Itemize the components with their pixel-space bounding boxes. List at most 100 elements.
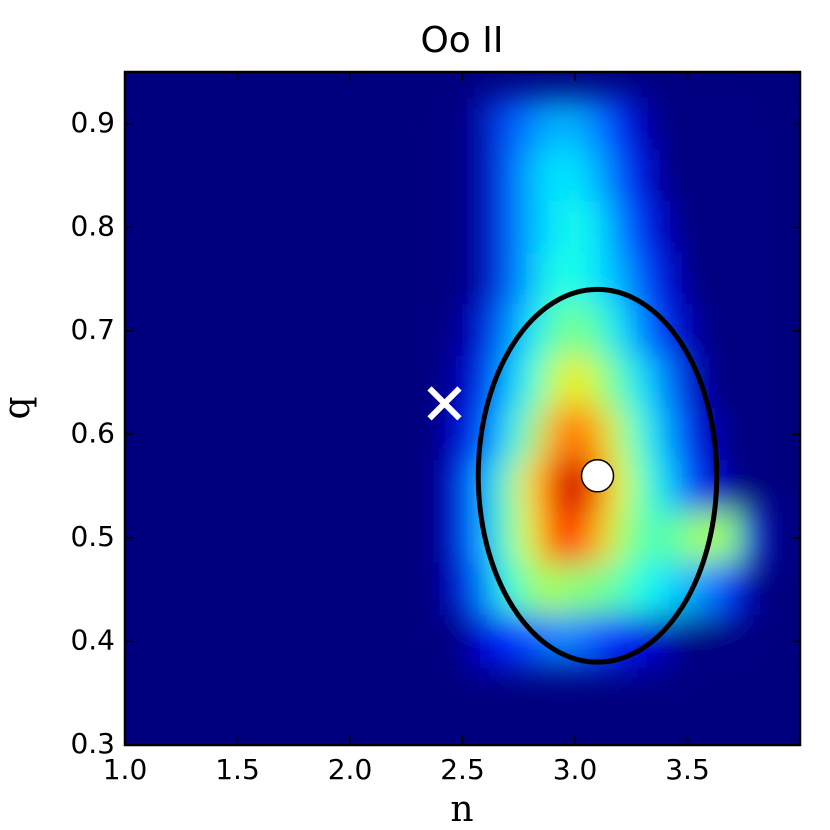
- heat-cell: [743, 252, 767, 306]
- heat-cell: [608, 408, 632, 461]
- heat-cell: [428, 459, 452, 513]
- heat-cell: [563, 563, 587, 617]
- x-tick-label: 2.5: [440, 753, 485, 786]
- heat-cell: [630, 304, 655, 358]
- heat-cell: [563, 511, 587, 565]
- heat-cell: [698, 615, 722, 668]
- heat-cell: [428, 408, 452, 461]
- heat-cell: [473, 252, 497, 306]
- heat-cell: [428, 97, 452, 151]
- y-tick-label: 0.4: [70, 623, 115, 656]
- x-tick-label: 2.0: [328, 753, 373, 786]
- heat-cell: [540, 149, 565, 202]
- heat-cell: [518, 252, 542, 306]
- heat-cell: [653, 511, 677, 565]
- heat-cell: [743, 615, 767, 668]
- heat-cell: [630, 511, 655, 565]
- heat-cell: [698, 304, 722, 358]
- heat-cell: [473, 149, 497, 202]
- heat-cell: [720, 563, 745, 617]
- heat-cell: [540, 459, 565, 513]
- heat-cell: [675, 459, 700, 513]
- heat-cell: [563, 304, 587, 358]
- heat-cell: [653, 459, 677, 513]
- heat-cell: [608, 459, 632, 513]
- heat-cell: [450, 356, 475, 409]
- heat-cell: [675, 511, 700, 565]
- heat-cell: [495, 511, 520, 565]
- x-tick-label: 3.0: [553, 753, 598, 786]
- x-tick-label: 1.5: [215, 753, 260, 786]
- heat-cell: [720, 459, 745, 513]
- heat-cell: [495, 149, 520, 202]
- heat-cell: [518, 459, 542, 513]
- heat-cell: [743, 200, 767, 254]
- heat-cell: [518, 408, 542, 461]
- heat-cell: [518, 149, 542, 202]
- heat-cell: [585, 615, 610, 668]
- heat-cell: [428, 304, 452, 358]
- heat-cell: [585, 563, 610, 617]
- heat-cell: [540, 356, 565, 409]
- heat-cell: [720, 408, 745, 461]
- heat-cell: [720, 252, 745, 306]
- heat-cell: [473, 615, 497, 668]
- heat-cell: [630, 252, 655, 306]
- heat-cell: [450, 252, 475, 306]
- heat-cell: [495, 615, 520, 668]
- heat-cell: [450, 615, 475, 668]
- heat-cell: [698, 149, 722, 202]
- heat-cell: [653, 200, 677, 254]
- heat-cell: [653, 356, 677, 409]
- chart-title: Oo II: [420, 20, 503, 61]
- x-axis-label: n: [450, 789, 473, 830]
- cross-marker: [427, 386, 462, 421]
- heat-cell: [675, 200, 700, 254]
- heat-cell: [720, 97, 745, 151]
- heat-cell: [428, 511, 452, 565]
- heat-cell: [675, 97, 700, 151]
- heat-cell: [495, 200, 520, 254]
- heat-cell: [720, 511, 745, 565]
- heat-cell: [720, 356, 745, 409]
- y-tick-label: 0.7: [70, 313, 115, 346]
- heat-cell: [540, 200, 565, 254]
- heat-cell: [608, 304, 632, 358]
- heat-cell: [518, 511, 542, 565]
- heat-cell: [428, 149, 452, 202]
- heat-cell: [720, 149, 745, 202]
- heat-cell: [743, 304, 767, 358]
- heat-cell: [450, 459, 475, 513]
- heat-cell: [473, 200, 497, 254]
- heat-cell: [698, 563, 722, 617]
- x-tick-label: 3.5: [665, 753, 710, 786]
- heat-cell: [630, 563, 655, 617]
- heat-cell: [743, 511, 767, 565]
- heat-cell: [428, 200, 452, 254]
- heat-cell: [540, 511, 565, 565]
- heat-cell: [450, 511, 475, 565]
- heat-cell: [585, 97, 610, 151]
- heat-cell: [608, 149, 632, 202]
- heat-cell: [540, 563, 565, 617]
- heat-cell: [698, 97, 722, 151]
- heat-cell: [675, 615, 700, 668]
- heat-cell: [585, 408, 610, 461]
- heat-cell: [608, 563, 632, 617]
- heat-cell: [743, 563, 767, 617]
- y-tick-label: 0.9: [70, 106, 115, 139]
- heat-cell: [563, 408, 587, 461]
- heat-cell: [675, 563, 700, 617]
- heat-cell: [608, 200, 632, 254]
- heat-cell: [540, 408, 565, 461]
- heat-cell: [698, 252, 722, 306]
- heat-cell: [518, 615, 542, 668]
- heat-cell: [450, 149, 475, 202]
- heat-cell: [450, 304, 475, 358]
- heat-cell: [630, 459, 655, 513]
- heat-cell: [518, 563, 542, 617]
- heat-cell: [720, 200, 745, 254]
- heat-cell: [743, 149, 767, 202]
- heat-cell: [608, 356, 632, 409]
- heat-cell: [653, 252, 677, 306]
